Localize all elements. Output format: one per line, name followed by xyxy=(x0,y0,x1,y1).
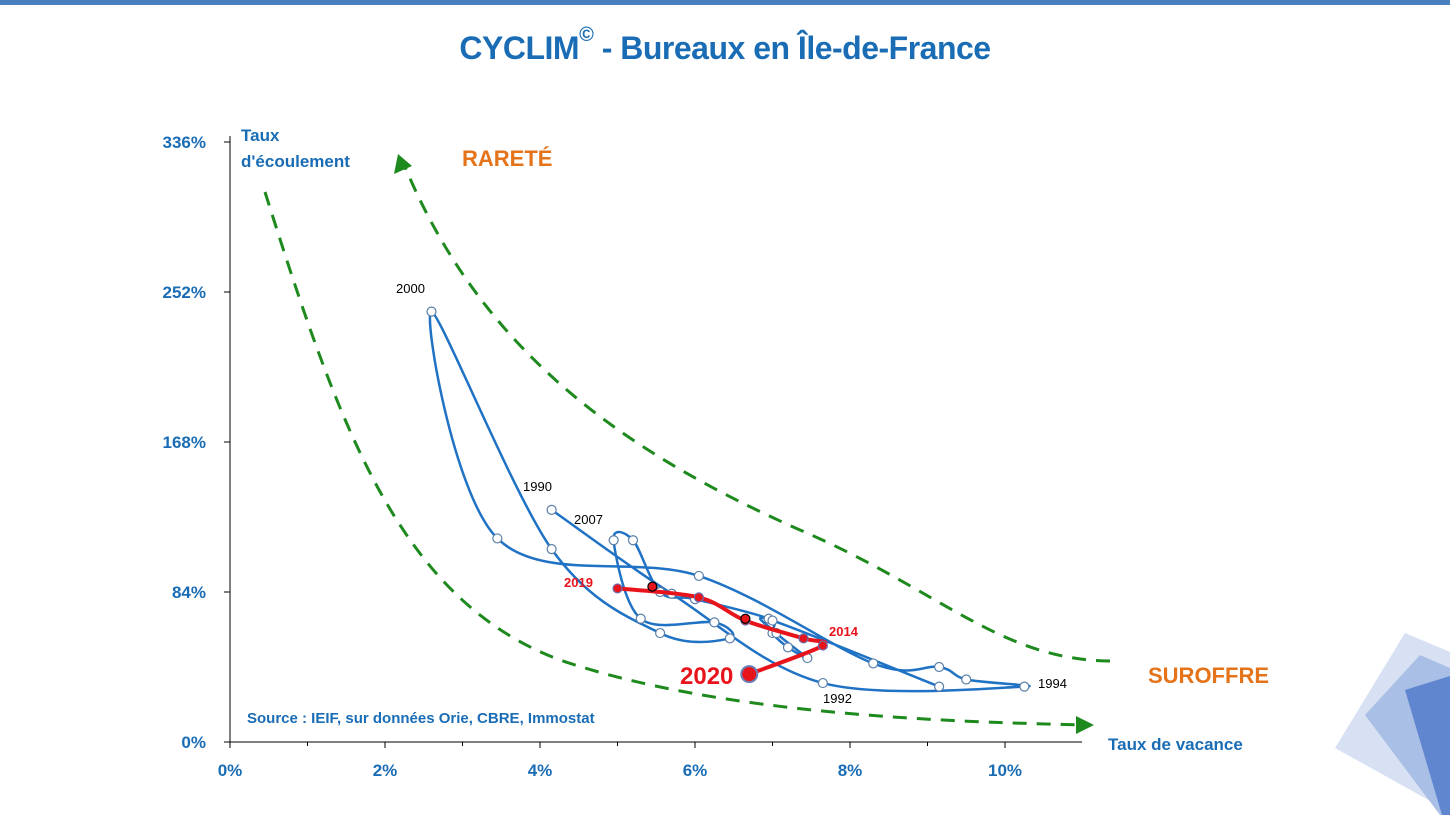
year-label-2014: 2014 xyxy=(829,624,859,639)
series-red-point xyxy=(612,583,623,594)
year-label-1992: 1992 xyxy=(823,691,852,706)
upper-envelope-curve xyxy=(401,161,1111,663)
y-axis-title-line2: d'écoulement xyxy=(241,152,350,171)
year-label-2007: 2007 xyxy=(574,512,603,527)
copyright-mark: © xyxy=(579,24,594,47)
y-axis-title-line1: Taux xyxy=(241,126,280,145)
series-blue-point xyxy=(868,658,879,669)
axis-ticks: 0% 2% 4% 6% 8% 10% 0% 84% 168% 252% 336% xyxy=(163,133,1023,780)
series-blue-point xyxy=(724,633,735,644)
year-label-1990: 1990 xyxy=(523,479,552,494)
x-tick-label: 10% xyxy=(988,761,1022,780)
series-blue-point xyxy=(693,570,704,582)
year-label-2019: 2019 xyxy=(564,575,593,590)
series-black-point xyxy=(647,581,658,592)
series-blue-point xyxy=(492,533,503,544)
series-blue xyxy=(426,306,1031,693)
x-tick-label: 8% xyxy=(838,761,863,780)
series-black xyxy=(647,581,751,624)
y-tick-label: 168% xyxy=(163,433,206,452)
year-label-1994: 1994 xyxy=(1038,676,1067,691)
title-main: CYCLIM xyxy=(459,30,580,66)
series-blue-point xyxy=(1019,681,1030,692)
y-tick-label: 252% xyxy=(163,283,206,302)
series-red-point xyxy=(798,633,809,644)
series-blue-point xyxy=(934,681,945,692)
y-tick-label: 84% xyxy=(172,583,206,602)
year-label-2000: 2000 xyxy=(396,281,425,296)
chart-title: CYCLIM© - Bureaux en Île-de-France xyxy=(0,24,1450,67)
series-blue-point xyxy=(546,504,557,515)
zone-label-suroffre: SUROFFRE xyxy=(1148,663,1269,688)
series-blue-point xyxy=(782,642,794,653)
series-red-line xyxy=(617,586,828,676)
series-red-point xyxy=(817,640,828,651)
y-tick-label: 336% xyxy=(163,133,206,152)
series-blue-point xyxy=(546,544,557,555)
year-label-2020: 2020 xyxy=(680,663,733,690)
series-red-point xyxy=(740,665,759,684)
zone-label-rarete: RARETÉ xyxy=(462,146,552,171)
x-tick-label: 4% xyxy=(528,761,553,780)
series-blue-point xyxy=(426,306,437,317)
series-blue-point xyxy=(627,535,639,546)
lower-envelope-arrowhead xyxy=(1076,716,1094,734)
series-blue-point xyxy=(934,661,945,673)
upper-envelope-arrowhead xyxy=(394,154,412,174)
series-blue-point xyxy=(767,615,778,626)
top-rule xyxy=(0,0,1450,5)
series-blue-point xyxy=(709,617,720,628)
series-blue-point xyxy=(817,677,828,689)
x-tick-label: 2% xyxy=(373,761,398,780)
series-blue-point xyxy=(635,613,646,624)
x-tick-label: 0% xyxy=(218,761,243,780)
deco-shape-dark xyxy=(1405,676,1450,815)
x-axis-title: Taux de vacance xyxy=(1108,735,1243,754)
lower-envelope-curve xyxy=(263,191,1089,727)
title-rest: - Bureaux en Île-de-France xyxy=(593,30,991,66)
series-blue-point xyxy=(655,627,666,639)
envelope-curves xyxy=(263,154,1111,734)
corner-decoration xyxy=(1335,633,1450,815)
source-note: Source : IEIF, sur données Orie, CBRE, I… xyxy=(247,710,595,727)
series-red-point xyxy=(693,592,704,603)
series-blue-point xyxy=(961,674,972,685)
x-tick-label: 6% xyxy=(683,761,708,780)
series-blue-point xyxy=(608,535,619,546)
series-black-point xyxy=(740,613,751,624)
y-tick-label: 0% xyxy=(181,733,206,752)
